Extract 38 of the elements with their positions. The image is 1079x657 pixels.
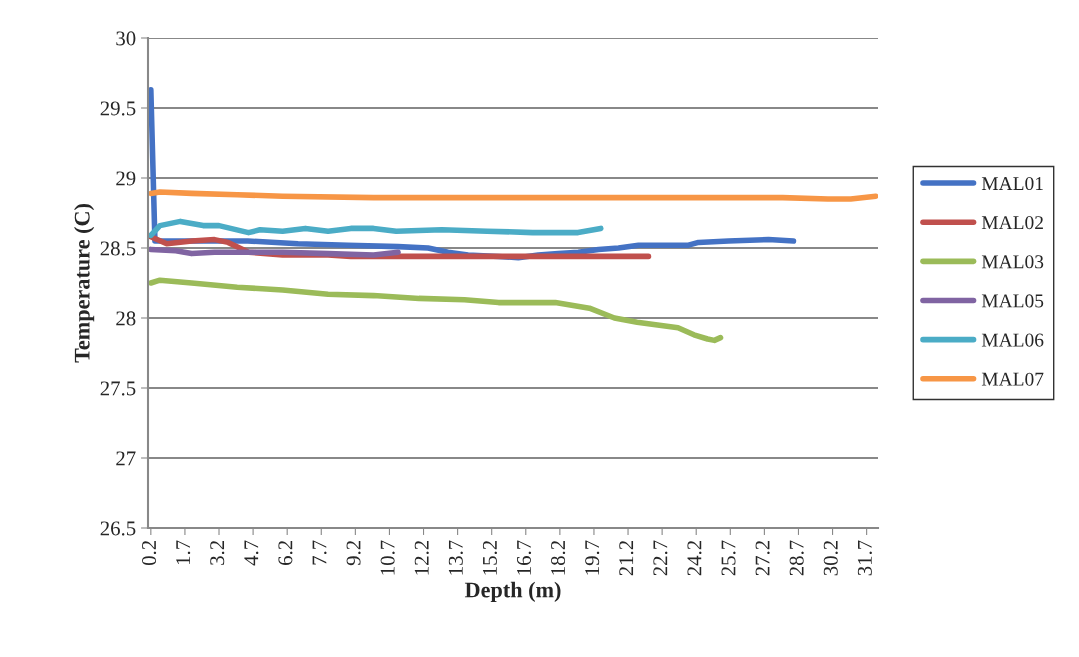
x-axis-title: Depth (m) — [464, 581, 561, 602]
x-tick-label: 18.2 — [551, 540, 566, 575]
x-tick-label: 28.7 — [789, 540, 804, 576]
x-tick-label: 25.7 — [721, 540, 736, 576]
x-tick-label: 31.7 — [857, 540, 872, 576]
x-tick-label: 30.2 — [823, 540, 838, 576]
x-tick-label: 4.7 — [244, 540, 259, 566]
legend-label: MAL01 — [981, 176, 1043, 191]
x-tick-label: 16.7 — [517, 540, 532, 575]
x-tick-label: 9.2 — [346, 540, 361, 566]
x-tick-label: 0.2 — [142, 540, 157, 566]
x-tick-label: 10.7 — [380, 540, 395, 575]
y-tick-label: 30 — [116, 31, 136, 46]
x-tick-label: 12.2 — [414, 540, 429, 575]
x-tick-label: 27.2 — [755, 540, 770, 576]
y-tick-label: 26.5 — [100, 521, 136, 536]
x-tick-label: 24.2 — [687, 540, 702, 576]
y-tick-label: 29 — [116, 171, 136, 186]
x-tick-label: 7.7 — [312, 540, 327, 565]
y-tick-label: 29.5 — [100, 101, 136, 116]
x-tick-label: 1.7 — [176, 540, 191, 565]
x-tick-label: 6.2 — [278, 540, 293, 565]
y-tick-label: 27.5 — [100, 381, 136, 396]
legend-label: MAL06 — [981, 333, 1044, 347]
legend-label: MAL03 — [981, 255, 1044, 269]
x-tick-label: 15.2 — [482, 540, 497, 575]
y-axis-title: Temperature (C) — [74, 204, 95, 363]
x-tick-label: 21.2 — [619, 540, 634, 576]
x-tick-label: 19.7 — [585, 540, 600, 575]
legend-label: MAL05 — [981, 294, 1044, 308]
x-tick-label: 3.2 — [210, 540, 225, 565]
y-tick-label: 27 — [116, 451, 136, 466]
x-tick-label: 13.7 — [448, 540, 463, 575]
x-tick-label: 22.7 — [653, 540, 668, 576]
y-tick-label: 28 — [116, 311, 136, 326]
legend-label: MAL07 — [981, 372, 1044, 386]
y-tick-label: 28.5 — [100, 241, 136, 256]
legend-label: MAL02 — [981, 216, 1043, 230]
